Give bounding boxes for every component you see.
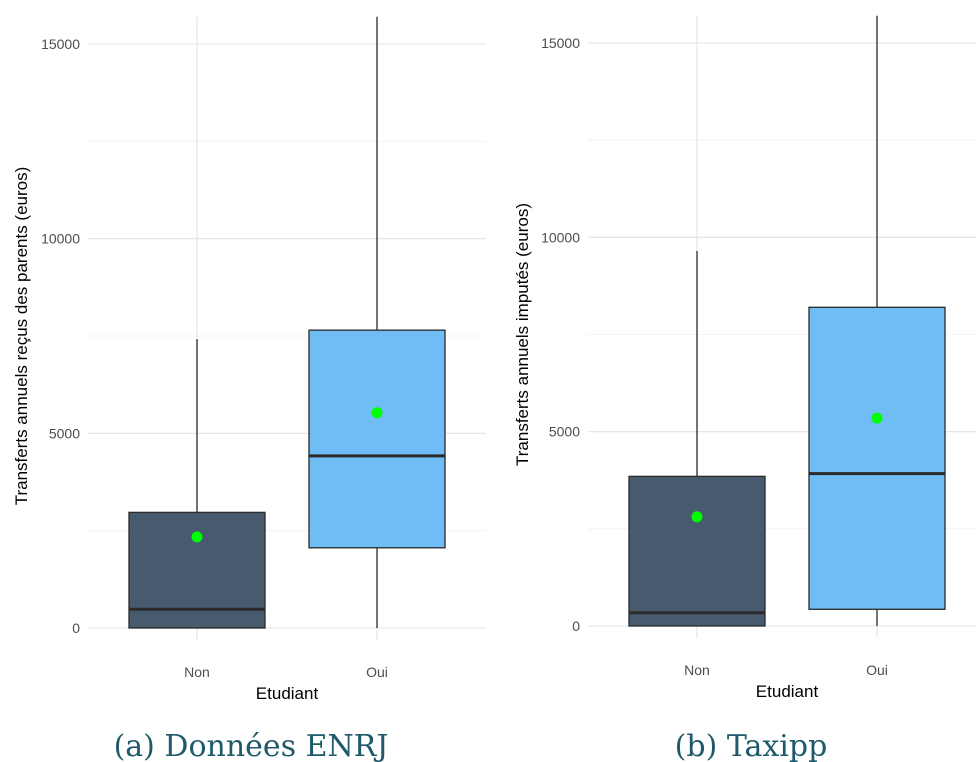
y-tick-label: 15000 xyxy=(541,35,580,51)
y-ticks: 0 5000 10000 15000 xyxy=(541,35,580,634)
box-iqr xyxy=(808,306,946,610)
y-tick-label: 5000 xyxy=(549,424,580,440)
y-tick-label: 0 xyxy=(572,618,580,634)
mean-point xyxy=(871,412,883,424)
boxes xyxy=(628,15,946,627)
mean-point xyxy=(371,407,383,419)
panel-caption: (b) Taxipp xyxy=(675,729,828,762)
x-tick-label: Oui xyxy=(366,664,388,680)
y-ticks: 0 5000 10000 15000 xyxy=(41,36,80,636)
x-axis-title: Etudiant xyxy=(756,682,819,701)
y-tick-label: 15000 xyxy=(41,36,80,52)
x-ticks: Non Oui xyxy=(684,662,888,678)
panel-caption: (a) Données ENRJ xyxy=(114,729,389,762)
y-tick-label: 0 xyxy=(72,620,80,636)
box-iqr xyxy=(308,329,446,549)
y-axis-title: Transferts annuels imputés (euros) xyxy=(513,203,532,466)
y-tick-label: 10000 xyxy=(541,229,580,245)
x-ticks: Non Oui xyxy=(184,664,388,680)
box-non xyxy=(628,250,766,627)
mean-point xyxy=(691,511,703,523)
panel-a: 0 5000 10000 15000 Non Oui Etudiant Tran… xyxy=(12,16,486,762)
panel-b: 0 5000 10000 15000 Non Oui Etudiant Tran… xyxy=(513,15,976,762)
boxes xyxy=(128,16,446,629)
y-tick-label: 10000 xyxy=(41,231,80,247)
box-oui xyxy=(808,15,946,626)
y-tick-label: 5000 xyxy=(49,425,80,441)
box-non xyxy=(128,339,266,629)
x-tick-label: Oui xyxy=(866,662,888,678)
box-iqr xyxy=(628,475,766,627)
box-oui xyxy=(308,16,446,628)
x-tick-label: Non xyxy=(184,664,210,680)
x-tick-label: Non xyxy=(684,662,710,678)
mean-point xyxy=(191,531,203,543)
y-axis-title: Transferts annuels reçus des parents (eu… xyxy=(12,167,31,506)
x-axis-title: Etudiant xyxy=(256,684,319,703)
